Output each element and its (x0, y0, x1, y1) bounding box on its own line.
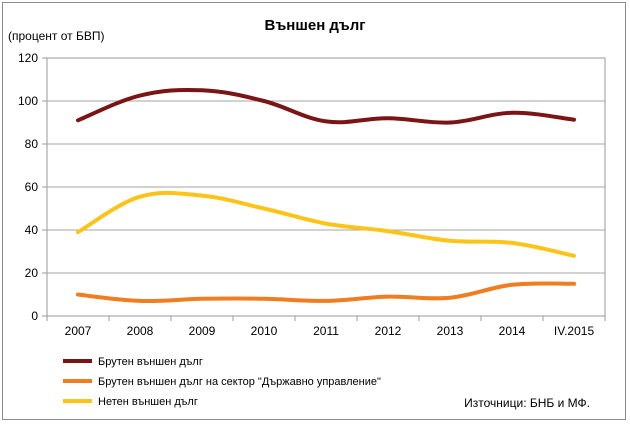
series-line-gross-external-debt (76, 87, 576, 125)
y-tick-label: 100 (18, 94, 38, 108)
legend-label: Брутен външен дълг на сектор "Държавно у… (98, 376, 381, 388)
chart-title: Външен дълг (265, 17, 366, 34)
x-tick-label: 2012 (375, 324, 402, 338)
legend-item-gross-external-debt: Брутен външен дълг (63, 356, 203, 368)
series-line-general-government-debt (76, 281, 576, 304)
y-tick-label: 0 (31, 309, 38, 323)
x-tick-label: 2014 (499, 324, 526, 338)
y-tick-label: 20 (25, 266, 39, 280)
x-tick-label: 2009 (189, 324, 216, 338)
x-tick-label: IV.2015 (554, 324, 595, 338)
legend-item-general-government-debt: Брутен външен дълг на сектор "Държавно у… (63, 376, 381, 388)
y-tick-label: 120 (18, 51, 38, 65)
y-tick-label: 80 (25, 137, 39, 151)
source-note: Източници: БНБ и МФ. (464, 396, 590, 410)
x-tick-label: 2007 (65, 324, 92, 338)
series-line-net-external-debt (76, 190, 576, 258)
y-tick-label: 40 (25, 223, 39, 237)
x-tick-label: 2013 (437, 324, 464, 338)
legend-label: Нетен външен дълг (98, 396, 198, 408)
legend-item-net-external-debt: Нетен външен дълг (63, 396, 198, 408)
x-tick-label: 2011 (313, 324, 339, 338)
chart-frame (2, 2, 626, 420)
legend-label: Брутен външен дълг (98, 356, 203, 368)
x-tick-label: 2008 (127, 324, 154, 338)
y-tick-label: 60 (25, 180, 39, 194)
x-tick-label: 2010 (251, 324, 278, 338)
y-axis-label: (процент от БВП) (8, 29, 104, 43)
